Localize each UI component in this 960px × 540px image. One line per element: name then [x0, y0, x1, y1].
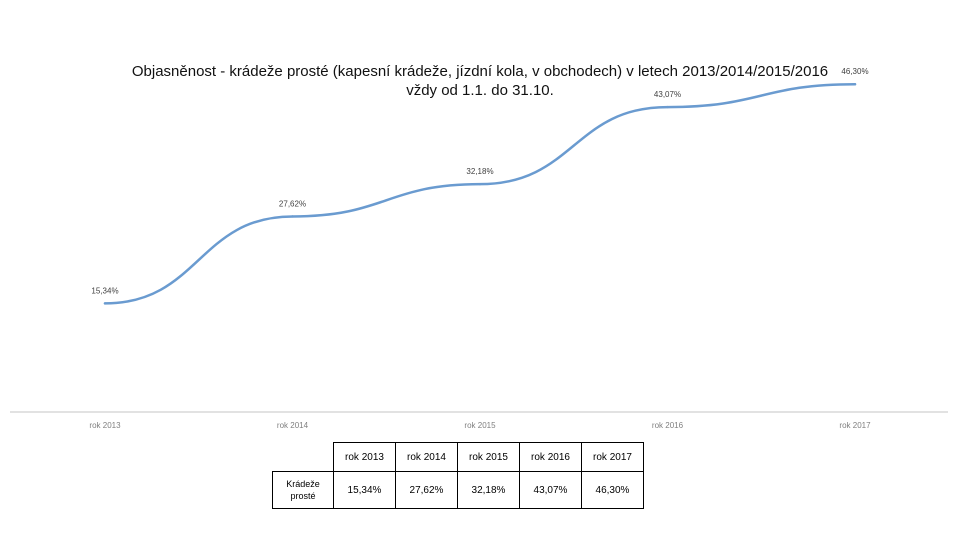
table-cell: 46,30% — [581, 471, 644, 509]
chart-title-line-2: vždy od 1.1. do 31.10. — [406, 82, 554, 99]
data-table: rok 2013 rok 2014 rok 2015 rok 2016 rok … — [272, 442, 644, 509]
x-tick-label: rok 2013 — [89, 421, 121, 430]
x-tick-label: rok 2017 — [839, 421, 871, 430]
table-header-row: rok 2013 rok 2014 rok 2015 rok 2016 rok … — [273, 442, 644, 472]
data-point — [853, 82, 857, 86]
table-row-header: Krádeže prosté — [272, 471, 334, 509]
table-cell: 43,07% — [519, 471, 582, 509]
data-label: 43,07% — [654, 90, 681, 99]
chart-title: Objasněnost - krádeže prosté (kapesní kr… — [60, 62, 900, 100]
table-column-header: rok 2014 — [395, 442, 458, 472]
x-tick-label: rok 2015 — [464, 421, 496, 430]
series-line — [103, 82, 857, 305]
data-point — [666, 105, 669, 109]
x-tick-label: rok 2016 — [652, 421, 684, 430]
table-cell: 15,34% — [333, 471, 396, 509]
table-cell: 27,62% — [395, 471, 458, 509]
table-cell: 32,18% — [457, 471, 520, 509]
table-column-header: rok 2013 — [333, 442, 396, 472]
data-label: 27,62% — [279, 199, 306, 208]
table-column-header: rok 2017 — [581, 442, 644, 472]
data-point — [103, 302, 107, 305]
table-corner — [273, 443, 334, 472]
table-row: Krádeže prosté 15,34% 27,62% 32,18% 43,0… — [272, 471, 644, 509]
table-column-header: rok 2015 — [457, 442, 520, 472]
table-column-header: rok 2016 — [519, 442, 582, 472]
x-tick-label: rok 2014 — [277, 421, 309, 430]
chart-marks: rok 2013 rok 2014 rok 2015 rok 2016 rok 2017… — [89, 67, 871, 430]
data-label: 32,18% — [466, 167, 493, 176]
data-label: 15,34% — [91, 286, 118, 295]
chart-title-line-1: Objasněnost - krádeže prosté (kapesní kr… — [131, 63, 829, 80]
data-label: 46,30% — [841, 67, 868, 76]
data-point — [478, 182, 482, 186]
data-point — [291, 215, 294, 218]
